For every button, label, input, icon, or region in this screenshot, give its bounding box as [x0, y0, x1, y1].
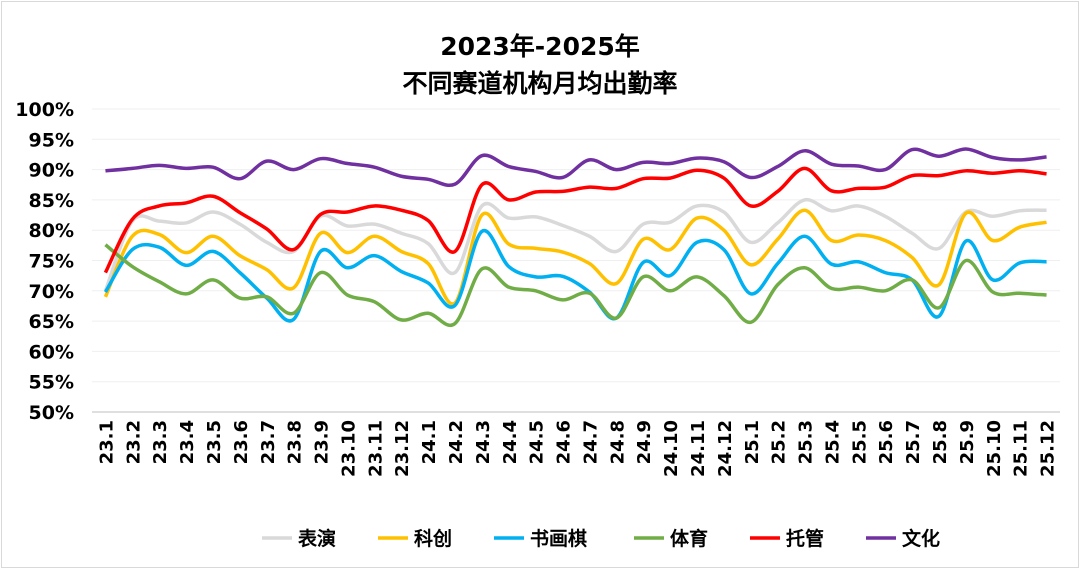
chart-title-line-2: 不同赛道机构月均出勤率: [402, 69, 677, 98]
x-tick-label: 25.9: [957, 420, 978, 464]
x-tick-label: 24.9: [634, 420, 655, 464]
x-tick-label: 25.10: [984, 420, 1005, 477]
x-tick-label: 23.11: [365, 420, 386, 477]
y-tick-label: 85%: [29, 190, 74, 212]
x-tick-label: 25.4: [822, 420, 843, 464]
legend-label: 科创: [414, 527, 452, 550]
x-tick-label: 25.7: [903, 420, 924, 464]
x-tick-label: 24.6: [554, 420, 575, 464]
x-tick-label: 25.3: [796, 420, 817, 464]
y-tick-label: 80%: [29, 220, 74, 242]
x-tick-label: 23.2: [123, 420, 144, 464]
x-tick-label: 23.12: [392, 420, 413, 477]
x-tick-label: 25.12: [1038, 420, 1059, 477]
x-tick-label: 24.3: [473, 420, 494, 464]
x-tick-label: 23.8: [285, 420, 306, 464]
y-tick-label: 100%: [15, 99, 74, 121]
x-tick-label: 24.1: [419, 420, 440, 464]
legend-label: 表演: [298, 527, 336, 550]
y-tick-label: 65%: [29, 311, 74, 333]
chart-title-line-1: 2023年-2025年: [440, 32, 640, 61]
y-tick-label: 50%: [29, 402, 74, 424]
x-tick-label: 24.11: [688, 420, 709, 477]
legend-label: 文化: [902, 527, 940, 550]
series-line-体育: [104, 243, 1047, 327]
series-line-表演: [103, 197, 1047, 292]
x-tick-label: 24.4: [500, 420, 521, 464]
series-line-文化: [105, 147, 1047, 187]
x-tick-label: 24.10: [661, 420, 682, 477]
y-tick-label: 90%: [29, 160, 74, 182]
x-tick-label: 25.11: [1011, 420, 1032, 477]
legend-label: 书画棋: [530, 527, 587, 550]
y-tick-label: 60%: [29, 341, 74, 363]
x-tick-label: 23.3: [150, 420, 171, 464]
y-tick-label: 95%: [29, 129, 74, 151]
series-line-科创: [103, 208, 1047, 306]
x-tick-label: 24.2: [446, 420, 467, 464]
x-tick-label: 23.4: [177, 420, 198, 464]
x-tick-label: 23.7: [258, 420, 279, 464]
y-tick-label: 75%: [29, 251, 74, 273]
x-tick-label: 24.8: [607, 420, 628, 464]
x-tick-label: 23.6: [231, 420, 252, 464]
y-tick-label: 70%: [29, 281, 74, 303]
x-tick-label: 24.7: [580, 420, 601, 464]
x-tick-label: 23.1: [96, 420, 117, 464]
x-tick-label: 25.1: [742, 420, 763, 464]
x-tick-label: 23.10: [338, 420, 359, 477]
x-tick-label: 23.5: [204, 420, 225, 464]
x-tick-label: 23.9: [312, 420, 333, 464]
legend-label: 托管: [786, 527, 824, 550]
x-tick-label: 25.6: [876, 420, 897, 464]
legend-label: 体育: [670, 527, 708, 550]
x-tick-label: 24.12: [715, 420, 736, 477]
y-tick-label: 55%: [29, 372, 74, 394]
series-line-托管: [103, 166, 1047, 274]
x-tick-label: 25.8: [930, 420, 951, 464]
x-tick-label: 24.5: [527, 420, 548, 464]
series-line-书画棋: [103, 229, 1047, 323]
x-tick-label: 25.5: [849, 420, 870, 464]
x-tick-label: 25.2: [769, 420, 790, 464]
